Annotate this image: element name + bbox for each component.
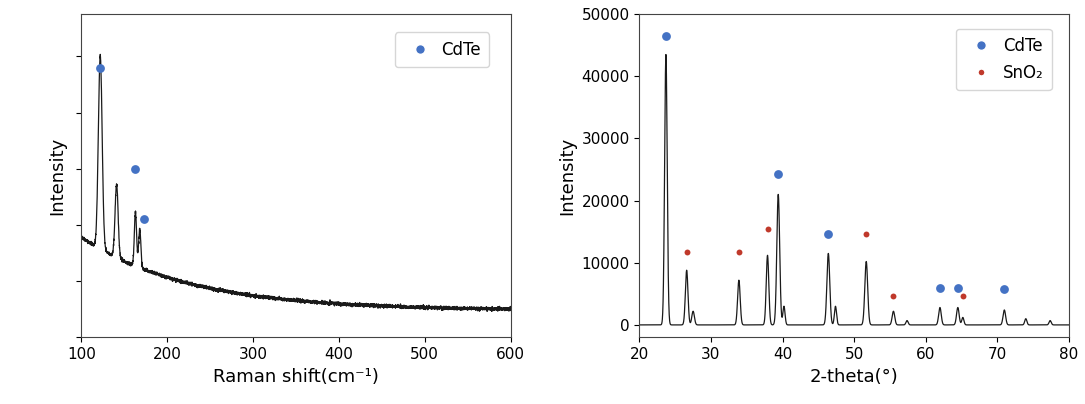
X-axis label: Raman shift(cm⁻¹): Raman shift(cm⁻¹) xyxy=(213,368,379,385)
Point xyxy=(658,33,675,39)
Point xyxy=(758,225,776,232)
X-axis label: 2-theta(°): 2-theta(°) xyxy=(809,368,898,385)
Legend: CdTe, SnO₂: CdTe, SnO₂ xyxy=(956,29,1051,90)
Point xyxy=(91,64,108,71)
Y-axis label: Intensity: Intensity xyxy=(48,137,66,215)
Point xyxy=(996,286,1013,292)
Point xyxy=(931,284,948,291)
Point xyxy=(127,166,144,172)
Point xyxy=(730,249,748,255)
Point xyxy=(954,293,971,299)
Point xyxy=(819,230,837,237)
Point xyxy=(884,293,902,299)
Legend: CdTe: CdTe xyxy=(395,32,489,67)
Point xyxy=(949,284,967,291)
Point xyxy=(678,249,695,255)
Point xyxy=(769,171,787,178)
Point xyxy=(136,216,153,223)
Y-axis label: Intensity: Intensity xyxy=(558,137,576,215)
Point xyxy=(857,230,875,237)
